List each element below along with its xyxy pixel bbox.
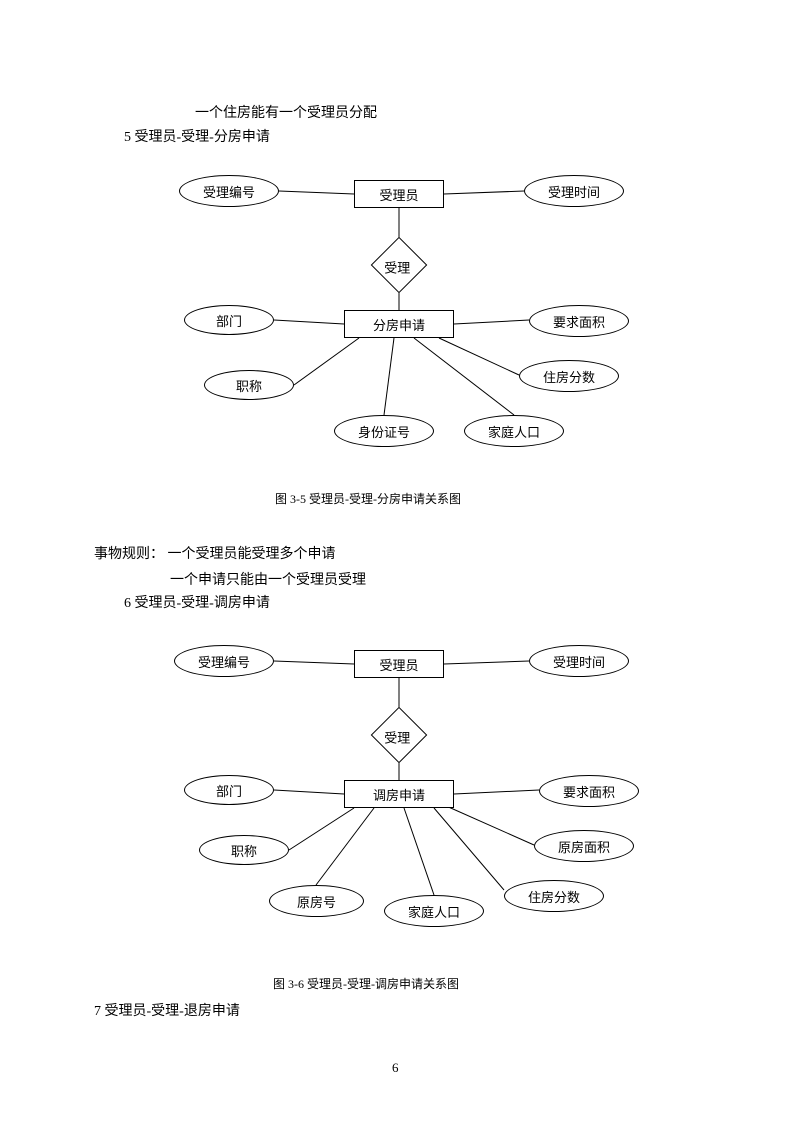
attr-node: 部门 [184, 775, 274, 805]
node-label: 要求面积 [563, 782, 615, 801]
node-label: 受理 [384, 727, 410, 746]
attr-node: 受理时间 [524, 175, 624, 207]
attr-node: 原房面积 [534, 830, 634, 862]
rule-text: 一个受理员能受理多个申请 [168, 547, 336, 562]
attr-node: 住房分数 [519, 360, 619, 392]
rule-text-2: 一个申请只能由一个受理员受理 [170, 569, 366, 589]
attr-node: 要求面积 [539, 775, 639, 807]
attr-node: 家庭人口 [464, 415, 564, 447]
attr-node: 受理编号 [179, 175, 279, 207]
figure-caption: 图 3-6 受理员-受理-调房申请关系图 [273, 975, 459, 992]
er-diagram-2: 受理编号 受理员 受理时间 受理 调房申请 部门 职称 原房号 家庭人口 住房分… [124, 645, 684, 955]
attr-node: 受理时间 [529, 645, 629, 677]
relation-node: 受理 [371, 237, 428, 294]
section-heading-7: 7 受理员-受理-退房申请 [94, 1000, 240, 1020]
node-label: 受理时间 [553, 652, 605, 671]
body-text: 一个住房能有一个受理员分配 [195, 102, 377, 122]
node-label: 身份证号 [358, 422, 410, 441]
node-label: 部门 [216, 781, 242, 800]
node-label: 部门 [216, 311, 242, 330]
node-label: 分房申请 [373, 315, 425, 334]
attr-node: 部门 [184, 305, 274, 335]
node-label: 住房分数 [528, 887, 580, 906]
node-label: 家庭人口 [488, 422, 540, 441]
rule-prefix: 事物规则： [94, 547, 164, 562]
attr-node: 住房分数 [504, 880, 604, 912]
node-label: 受理编号 [198, 652, 250, 671]
node-label: 职称 [231, 841, 257, 860]
section-heading-6: 6 受理员-受理-调房申请 [124, 592, 270, 612]
attr-node: 要求面积 [529, 305, 629, 337]
node-label: 受理时间 [548, 182, 600, 201]
node-label: 原房号 [297, 892, 336, 911]
attr-node: 职称 [199, 835, 289, 865]
attr-node: 受理编号 [174, 645, 274, 677]
section-heading-5: 5 受理员-受理-分房申请 [124, 126, 270, 146]
node-label: 受理 [384, 257, 410, 276]
node-label: 受理编号 [203, 182, 255, 201]
attr-node: 家庭人口 [384, 895, 484, 927]
entity-node: 调房申请 [344, 780, 454, 808]
figure-caption: 图 3-5 受理员-受理-分房申请关系图 [275, 490, 461, 507]
node-label: 原房面积 [558, 837, 610, 856]
node-label: 住房分数 [543, 367, 595, 386]
entity-node: 分房申请 [344, 310, 454, 338]
node-label: 要求面积 [553, 312, 605, 331]
node-label: 受理员 [379, 655, 418, 674]
attr-node: 原房号 [269, 885, 364, 917]
node-label: 职称 [236, 376, 262, 395]
attr-node: 身份证号 [334, 415, 434, 447]
node-label: 调房申请 [373, 785, 425, 804]
entity-node: 受理员 [354, 650, 444, 678]
node-label: 家庭人口 [408, 902, 460, 921]
relation-node: 受理 [371, 707, 428, 764]
page-number: 6 [392, 1060, 399, 1076]
entity-node: 受理员 [354, 180, 444, 208]
er-diagram-1: 受理编号 受理员 受理时间 受理 分房申请 部门 职称 身份证号 家庭人口 住房… [124, 175, 664, 475]
node-label: 受理员 [379, 185, 418, 204]
attr-node: 职称 [204, 370, 294, 400]
rule-label: 事物规则： 一个受理员能受理多个申请 [94, 543, 336, 563]
